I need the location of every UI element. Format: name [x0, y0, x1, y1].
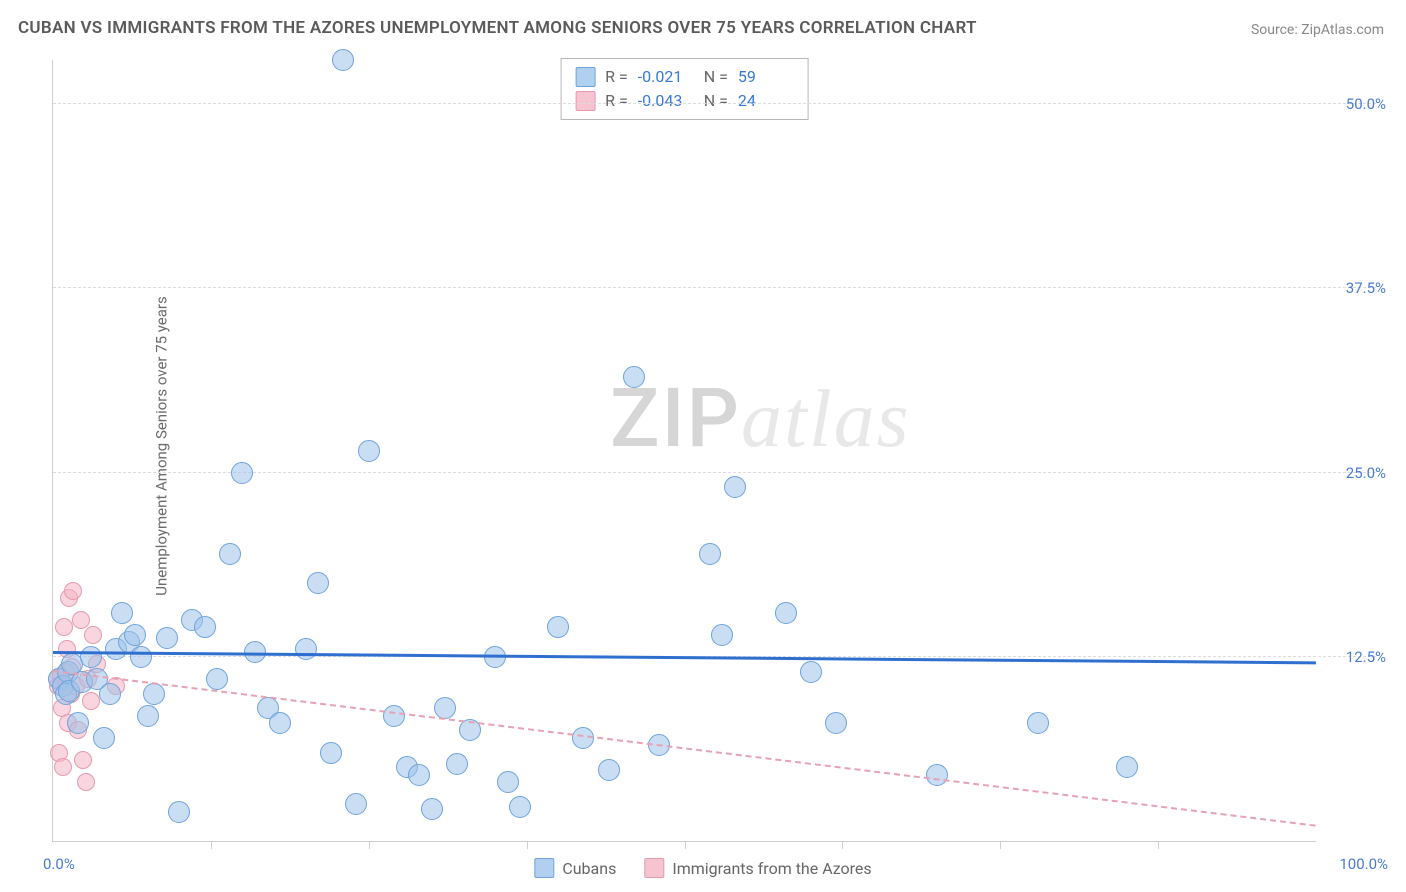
data-point	[332, 49, 354, 71]
data-point	[72, 611, 90, 629]
y-tick-label: 25.0%	[1346, 464, 1386, 482]
data-point	[156, 627, 178, 649]
stat-r-azores: -0.043	[638, 89, 694, 113]
watermark: ZIPatlas	[610, 371, 911, 467]
data-point	[93, 727, 115, 749]
legend-label-cubans: Cubans	[562, 859, 616, 878]
swatch-blue-icon	[575, 67, 595, 87]
legend-item-cubans: Cubans	[534, 858, 616, 878]
trend-line	[53, 651, 1316, 664]
x-tick	[211, 841, 212, 849]
data-point	[421, 798, 443, 820]
data-point	[143, 683, 165, 705]
data-point	[82, 692, 100, 710]
watermark-text-b: atlas	[741, 373, 910, 464]
stat-n-label: N =	[704, 65, 728, 89]
data-point	[775, 602, 797, 624]
legend-swatch-blue-icon	[534, 858, 554, 878]
legend-label-azores: Immigrants from the Azores	[672, 859, 871, 878]
data-point	[111, 602, 133, 624]
data-point	[623, 366, 645, 388]
trend-line	[53, 670, 1316, 827]
data-point	[1027, 712, 1049, 734]
data-point	[711, 624, 733, 646]
data-point	[84, 626, 102, 644]
data-point	[825, 712, 847, 734]
data-point	[231, 462, 253, 484]
legend-swatch-pink-icon	[644, 858, 664, 878]
source-attribution: Source: ZipAtlas.com	[1251, 22, 1384, 38]
x-axis-max-label: 100.0%	[1339, 855, 1388, 873]
x-tick	[369, 841, 370, 849]
x-tick	[1158, 841, 1159, 849]
data-point	[598, 759, 620, 781]
stat-r-label2: R =	[605, 89, 628, 113]
swatch-pink-icon	[575, 91, 595, 111]
stat-n-label2: N =	[704, 89, 728, 113]
data-point	[383, 705, 405, 727]
data-point	[74, 751, 92, 769]
x-tick	[842, 841, 843, 849]
data-point	[194, 616, 216, 638]
data-point	[1116, 756, 1138, 778]
bottom-legend: Cubans Immigrants from the Azores	[534, 858, 871, 878]
gridline	[53, 287, 1376, 288]
data-point	[497, 771, 519, 793]
data-point	[358, 440, 380, 462]
data-point	[547, 616, 569, 638]
data-point	[320, 742, 342, 764]
stat-n-azores: 24	[738, 89, 794, 113]
data-point	[509, 796, 531, 818]
x-axis-min-label: 0.0%	[43, 855, 75, 873]
stat-r-label: R =	[605, 65, 628, 89]
data-point	[724, 476, 746, 498]
data-point	[54, 758, 72, 776]
data-point	[219, 543, 241, 565]
plot-area: ZIPatlas R = -0.021 N = 59 R = -0.043 N …	[52, 60, 1316, 842]
data-point	[130, 646, 152, 668]
gridline	[53, 103, 1376, 104]
stat-n-cubans: 59	[738, 65, 794, 89]
data-point	[307, 572, 329, 594]
y-tick-label: 50.0%	[1346, 95, 1386, 113]
data-point	[137, 705, 159, 727]
y-tick-label: 12.5%	[1346, 648, 1386, 666]
y-tick-label: 37.5%	[1346, 279, 1386, 297]
data-point	[699, 543, 721, 565]
data-point	[446, 753, 468, 775]
stats-box: R = -0.021 N = 59 R = -0.043 N = 24	[560, 58, 809, 120]
data-point	[55, 618, 73, 636]
data-point	[77, 773, 95, 791]
data-point	[99, 683, 121, 705]
data-point	[124, 624, 146, 646]
data-point	[345, 793, 367, 815]
data-point	[64, 582, 82, 600]
x-tick	[685, 841, 686, 849]
data-point	[269, 712, 291, 734]
chart-title: CUBAN VS IMMIGRANTS FROM THE AZORES UNEM…	[18, 18, 977, 38]
data-point	[800, 661, 822, 683]
data-point	[408, 764, 430, 786]
legend-item-azores: Immigrants from the Azores	[644, 858, 871, 878]
x-tick	[1000, 841, 1001, 849]
stats-row-cubans: R = -0.021 N = 59	[575, 65, 794, 89]
stat-r-cubans: -0.021	[638, 65, 694, 89]
data-point	[168, 801, 190, 823]
data-point	[80, 646, 102, 668]
data-point	[206, 668, 228, 690]
stats-row-azores: R = -0.043 N = 24	[575, 89, 794, 113]
data-point	[926, 764, 948, 786]
chart-container: CUBAN VS IMMIGRANTS FROM THE AZORES UNEM…	[0, 0, 1406, 892]
data-point	[295, 638, 317, 660]
data-point	[67, 712, 89, 734]
x-tick	[527, 841, 528, 849]
